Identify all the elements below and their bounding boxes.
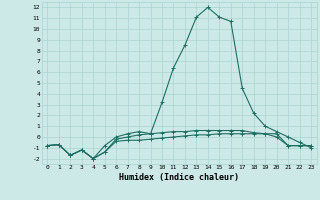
X-axis label: Humidex (Indice chaleur): Humidex (Indice chaleur): [119, 173, 239, 182]
